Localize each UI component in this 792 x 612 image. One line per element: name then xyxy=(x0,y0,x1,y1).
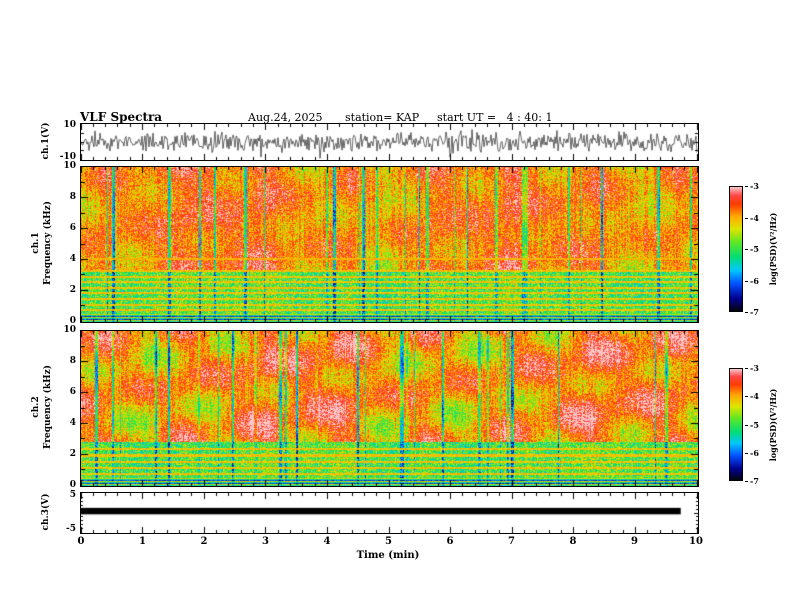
colorbar-ch1-tick xyxy=(745,217,748,219)
colorbar-ch2-tick xyxy=(745,396,748,398)
ch1-spec-channel-label: ch.1 xyxy=(31,232,41,254)
colorbar-ch2-tick-label: -3 xyxy=(750,363,759,373)
colorbar-ch1 xyxy=(729,186,743,312)
colorbar-ch2-tick-label: -4 xyxy=(750,391,759,402)
spec1-y-tick-label: 2 xyxy=(69,285,76,295)
ch1-spec-freq-axis-label: Frequency (kHz) xyxy=(43,200,53,286)
colorbar-ch2-tick xyxy=(745,452,748,454)
x-tick-label: 9 xyxy=(631,536,638,547)
spec1-y-tick-label: 6 xyxy=(69,223,76,233)
colorbar-ch1-tick-label: -4 xyxy=(750,212,759,223)
colorbar-ch2-tick-label: -7 xyxy=(750,476,759,486)
colorbar-ch1-tick xyxy=(745,249,748,250)
ch2-spec-freq-axis-label: Frequency (kHz) xyxy=(43,364,53,450)
spec2-y-tick-label: 0 xyxy=(69,480,76,490)
colorbar-ch1-tick-label: -7 xyxy=(750,307,759,317)
x-tick-label: 4 xyxy=(323,536,331,547)
colorbar-ch2-axis-label: log(PSD)(V²/Hz) xyxy=(768,388,778,461)
figure-start-ut: start UT = 4 : 40: 1 xyxy=(437,111,553,124)
colorbar-ch1-tick xyxy=(745,280,748,282)
spec1-y-tick-label: 8 xyxy=(69,192,76,202)
spec2-y-tick-label: 10 xyxy=(63,325,76,335)
x-tick-label: 7 xyxy=(508,536,515,547)
figure-title: VLF Spectra xyxy=(80,110,163,124)
colorbar-ch2-tick xyxy=(745,481,748,482)
spec1-y-tick-label: 0 xyxy=(69,316,76,326)
colorbar-ch2 xyxy=(729,368,743,481)
x-tick-label: 6 xyxy=(446,536,454,547)
x-tick-label: 8 xyxy=(569,536,577,547)
spec2-y-tick-label: 8 xyxy=(69,356,76,366)
ch3-y-tick-label: 5 xyxy=(69,490,76,500)
x-axis-label: Time (min) xyxy=(356,550,420,561)
spec1-y-tick-label: 10 xyxy=(63,161,76,171)
colorbar-ch1-axis-label: log(PSD)(V²/Hz) xyxy=(768,212,778,286)
figure-date: Aug.24, 2025 xyxy=(248,111,323,124)
ch1-spectrogram-plot xyxy=(80,166,699,323)
colorbar-ch2-tick xyxy=(745,368,748,369)
x-tick-label: 10 xyxy=(689,536,703,547)
spec1-y-tick-label: 4 xyxy=(69,254,76,264)
ch1-waveform-plot xyxy=(80,123,699,161)
ch1-voltage-axis-label: ch.1(V) xyxy=(41,122,51,160)
colorbar-ch2-tick xyxy=(745,424,748,426)
ch3-waveform-plot xyxy=(80,492,699,534)
ch2-spectrogram-plot xyxy=(80,330,699,487)
colorbar-ch1-tick xyxy=(745,186,748,187)
ch3-y-tick-label: -5 xyxy=(66,524,76,534)
x-tick-label: 3 xyxy=(262,536,269,547)
spec2-y-tick-label: 4 xyxy=(69,418,76,428)
x-tick-label: 2 xyxy=(200,536,208,547)
ch3-voltage-axis-label: ch.3(V) xyxy=(41,493,51,531)
figure-station: station= KAP xyxy=(345,111,420,124)
x-tick-label: 0 xyxy=(77,536,85,547)
colorbar-ch1-tick-label: -3 xyxy=(750,181,759,191)
colorbar-ch1-tick-label: -6 xyxy=(750,275,759,286)
x-tick-label: 5 xyxy=(385,536,392,547)
colorbar-ch1-tick-label: -5 xyxy=(750,244,759,254)
colorbar-ch1-tick xyxy=(745,312,748,313)
spec2-y-tick-label: 6 xyxy=(69,387,76,397)
spec2-y-tick-label: 2 xyxy=(69,449,76,459)
x-tick-label: 1 xyxy=(139,536,146,547)
ch2-spec-channel-label: ch.2 xyxy=(31,396,41,418)
colorbar-ch2-tick-label: -5 xyxy=(750,419,759,430)
ch1-y-tick-label: 10 xyxy=(63,120,76,130)
ch1-y-tick-label: -10 xyxy=(59,152,76,162)
colorbar-ch2-tick-label: -6 xyxy=(750,447,759,458)
